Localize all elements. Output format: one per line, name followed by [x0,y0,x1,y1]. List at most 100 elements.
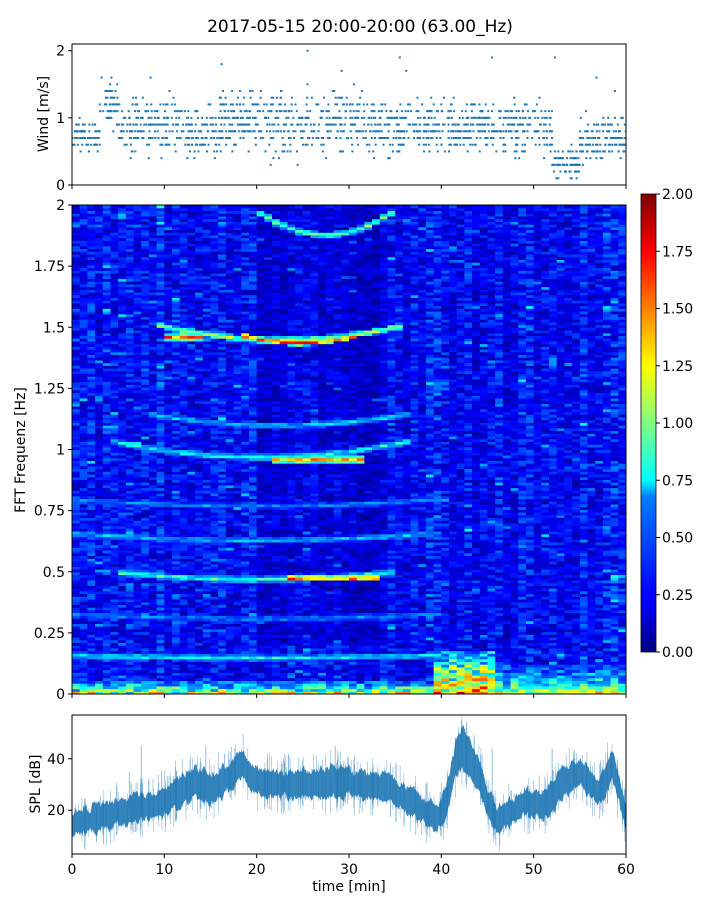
wind-point [621,116,624,119]
spectrogram-cell [125,454,135,459]
wind-point [575,170,578,173]
wind-point [522,150,525,153]
spectrogram-cell [125,628,135,633]
wind-point [388,143,391,146]
wind-point [453,143,456,146]
spectrogram-cell [102,408,112,413]
wind-point [219,96,222,99]
spectrogram-cell [95,685,104,690]
wind-point [164,143,167,146]
spectrogram-cell [156,248,165,252]
wind-point [545,116,548,119]
wind-point [182,123,185,126]
spectrogram-cell [164,541,173,546]
spectrogram-cell [79,305,88,309]
spectrogram-cell [148,248,158,252]
wind-point [236,123,239,126]
spectrogram-cell [79,414,88,418]
spectrogram-cell [79,232,88,236]
spectrogram-cell [125,294,135,298]
wind-point [586,130,589,133]
spectrogram-cell [133,528,142,532]
spectrogram-cell [87,384,96,388]
wind-point [103,103,106,106]
spectrogram-cell [148,514,158,519]
spectrogram-cell [156,650,165,654]
spectrogram-cell [102,281,112,285]
wind-point [213,150,216,153]
spectrogram-cell [141,327,150,331]
spectrogram-cell [79,574,88,578]
spectrogram-cell [156,425,165,429]
spectrogram-cell [95,544,104,548]
spectrogram-cell [148,267,158,271]
wind-point [408,103,411,106]
spectrogram-cell [133,232,142,236]
wind-point [373,123,376,126]
wind-point [310,143,313,146]
spectrogram-cell [164,536,173,540]
wind-point [325,157,328,160]
spectrogram-cell [156,294,165,298]
spectrogram-cell [102,305,112,309]
spectrogram-cell [141,305,150,309]
spectrogram-cell [141,381,150,385]
spectrogram-cell [79,631,88,635]
wind-point [465,103,468,106]
wind-point [249,116,252,119]
spectrogram-cell [87,449,96,453]
spectrogram-cell [118,316,127,320]
spectrogram-cell [164,365,173,369]
spectrogram-cell [95,251,104,255]
spectrogram-cell [164,389,173,394]
spectrogram-cell [79,332,88,336]
wind-point [186,137,189,139]
spectrogram-cell [148,395,158,399]
spectrogram-cell [110,411,119,415]
wind-point [259,96,262,99]
wind-point [563,163,566,166]
spectrogram-cell [110,517,119,521]
spectrogram-cell [172,658,181,662]
spectrogram-cell [79,215,88,220]
wind-point [344,116,347,119]
wind-point [515,137,518,139]
spectrogram-cell [125,381,135,385]
spectrogram-cell [118,571,127,576]
spectrogram-cell [110,438,119,442]
spectrogram-cell [110,484,119,489]
wind-point [165,137,168,139]
figure-title: 2017-05-15 20:00-20:00 (63.00_Hz) [207,17,513,37]
wind-point [443,150,446,153]
spectrogram-cell [110,373,119,377]
spectrogram-cell [118,278,127,282]
spectrogram-cell [164,653,173,657]
spectrogram-cell [118,259,127,263]
spectrogram-cell [118,479,127,483]
wind-point [550,110,553,113]
spectrogram-cell [164,498,173,502]
spectrogram-cell [141,346,150,350]
wind-point [447,130,450,133]
spectrogram-cell [133,569,142,573]
spectrogram-cell [95,297,104,301]
wind-point [439,137,442,139]
spectrogram-cell [102,213,112,217]
wind-point [210,137,213,139]
spectrogram-cell [133,243,142,247]
spectrogram-cell [148,425,158,429]
wind-point [384,137,387,139]
spectrogram-cell [148,207,158,212]
spectrogram-cell [164,585,173,589]
spectrogram-cell [156,498,165,502]
spectrogram-cell [164,256,173,260]
wind-point [531,137,534,139]
spectrogram-cell [118,569,127,573]
spectrogram-cell [148,452,158,456]
spectrogram-cell [164,588,173,592]
spectrogram-cell [87,262,96,266]
wind-point [464,123,467,126]
spectrogram-cell [87,669,96,673]
spectrogram-cell [79,294,88,298]
wind-point [538,96,541,99]
